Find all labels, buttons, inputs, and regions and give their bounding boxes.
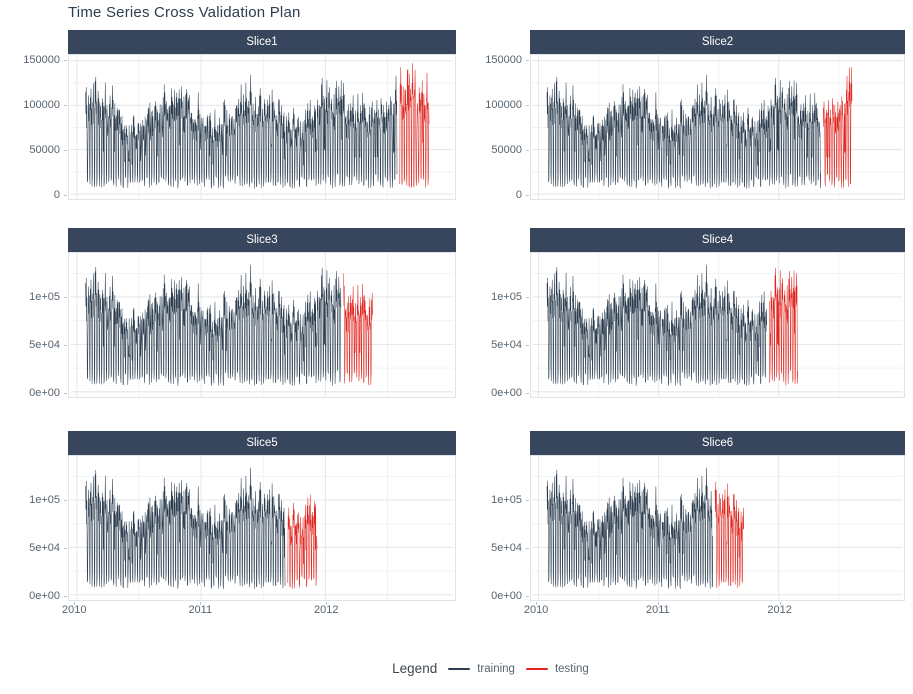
facet-strip-label: Slice1 (246, 36, 278, 48)
facet-strip-slice5: Slice5 (68, 431, 456, 455)
y-tick-mark (64, 104, 67, 106)
x-tick-mark (536, 602, 538, 605)
y-tick-mark (526, 59, 529, 61)
y-tick-mark (64, 195, 67, 197)
y-tick-mark (64, 392, 67, 394)
facet-strip-slice6: Slice6 (530, 431, 905, 455)
y-tick-mark (526, 296, 529, 298)
x-tick-mark (200, 602, 202, 605)
y-tick-label: 150000 (23, 53, 60, 66)
legend-item-training: training (448, 663, 515, 675)
y-tick-label: 100000 (23, 98, 60, 111)
facet-panel-slice4 (530, 252, 905, 398)
facet-strip-label: Slice2 (701, 36, 734, 48)
facet-strip-label: Slice4 (701, 234, 734, 246)
y-tick-label: 50000 (491, 143, 522, 156)
x-tick-label: 2012 (767, 604, 792, 616)
y-tick-mark (64, 499, 67, 501)
legend-item-testing: testing (525, 662, 589, 675)
y-tick-label: 0e+00 (29, 386, 60, 399)
y-tick-label: 0e+00 (491, 386, 522, 399)
y-tick-mark (64, 595, 67, 597)
y-tick-label: 0 (515, 189, 522, 202)
y-tick-mark (64, 296, 67, 298)
y-tick-mark (526, 547, 529, 549)
facet-strip-label: Slice5 (246, 437, 278, 449)
x-tick-label: 2010 (62, 604, 87, 616)
y-tick-label: 5e+04 (29, 541, 60, 554)
y-tick-mark (526, 595, 529, 597)
y-tick-mark (64, 59, 67, 61)
y-tick-label: 150000 (485, 53, 522, 66)
y-tick-label: 0e+00 (491, 589, 522, 602)
plot-title: Time Series Cross Validation Plan (68, 4, 301, 21)
x-tick-mark (657, 602, 659, 605)
y-tick-label: 50000 (29, 143, 60, 156)
facet-panel-slice1 (68, 54, 456, 200)
legend-title: Legend (392, 661, 438, 676)
facet-strip-slice3: Slice3 (68, 228, 456, 252)
y-tick-mark (526, 344, 529, 346)
facet-strip-slice2: Slice2 (530, 30, 905, 54)
x-tick-label: 2011 (646, 604, 670, 616)
facet-strip-label: Slice6 (701, 437, 734, 449)
y-tick-mark (526, 149, 529, 151)
testing-line-swatch (525, 667, 548, 670)
y-tick-label: 1e+05 (491, 290, 522, 303)
y-tick-mark (526, 195, 529, 197)
y-tick-label: 1e+05 (491, 493, 522, 506)
y-tick-mark (64, 344, 67, 346)
x-tick-label: 2010 (523, 604, 549, 616)
facet-panel-slice3 (68, 252, 456, 398)
legend-label-testing: testing (554, 662, 589, 675)
y-tick-mark (526, 392, 529, 394)
y-tick-mark (526, 104, 529, 106)
y-tick-label: 5e+04 (491, 541, 522, 554)
facet-strip-label: Slice3 (246, 234, 278, 246)
y-tick-label: 100000 (485, 98, 522, 111)
facet-panel-slice6 (530, 455, 905, 601)
y-tick-label: 1e+05 (29, 290, 60, 303)
x-tick-mark (779, 602, 781, 605)
facet-strip-slice1: Slice1 (68, 30, 456, 54)
y-tick-mark (64, 149, 67, 151)
y-tick-mark (526, 499, 529, 501)
legend-label-training: training (477, 662, 515, 675)
x-tick-mark (326, 602, 328, 605)
y-tick-label: 0e+00 (29, 589, 60, 602)
training-line-swatch (448, 667, 471, 670)
y-tick-label: 5e+04 (491, 338, 522, 351)
y-tick-label: 5e+04 (29, 338, 60, 351)
facet-strip-slice4: Slice4 (530, 228, 905, 252)
y-tick-mark (64, 547, 67, 549)
facet-panel-slice2 (530, 54, 905, 200)
y-tick-label: 0 (53, 189, 60, 202)
legend: Legend training testing (34, 661, 913, 676)
x-tick-label: 2012 (313, 604, 339, 616)
facet-panel-slice5 (68, 455, 456, 601)
x-tick-label: 2011 (188, 604, 213, 616)
y-tick-label: 1e+05 (29, 493, 60, 506)
x-tick-mark (74, 602, 76, 605)
